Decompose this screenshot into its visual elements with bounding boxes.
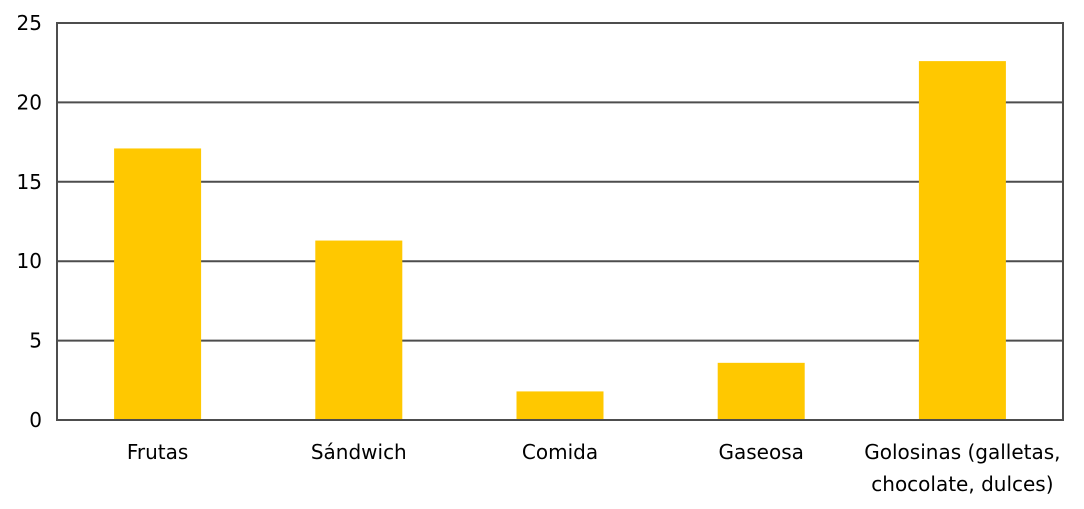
y-tick-label: 20 (17, 90, 42, 114)
y-tick-label: 0 (29, 408, 42, 432)
bar (717, 362, 805, 420)
x-category-label: Sándwich (311, 440, 407, 464)
bar (114, 148, 202, 420)
x-category-label: Gaseosa (719, 440, 804, 464)
bar (516, 391, 604, 420)
x-category-label: Golosinas (galletas, (864, 440, 1060, 464)
y-tick-label: 5 (29, 329, 42, 353)
x-category-label: Comida (522, 440, 598, 464)
y-tick-label: 25 (17, 11, 42, 35)
y-tick-label: 15 (17, 170, 42, 194)
x-category-label: Frutas (127, 440, 188, 464)
y-tick-label: 10 (17, 249, 42, 273)
bar (315, 240, 403, 420)
x-category-label: chocolate, dulces) (871, 472, 1053, 496)
plot-frame (56, 22, 1064, 421)
bar (918, 61, 1006, 420)
